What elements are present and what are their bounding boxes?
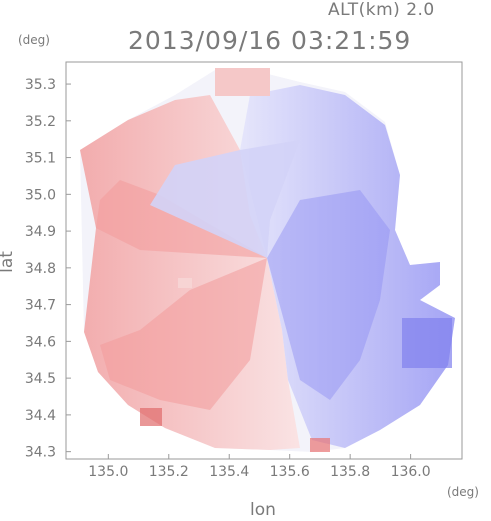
y-tick-label: 35.3 xyxy=(25,77,56,93)
x-tick-label: 135.0 xyxy=(88,464,128,480)
velocity-field xyxy=(80,68,455,452)
echo-patch xyxy=(215,68,270,96)
echo-patch xyxy=(402,318,452,368)
y-tick-label: 34.7 xyxy=(25,298,56,314)
x-tick-label: 136.0 xyxy=(391,464,431,480)
echo-patch xyxy=(310,438,330,452)
x-axis-label: lon xyxy=(250,500,276,520)
echo-patch xyxy=(140,408,162,426)
y-tick-label: 34.9 xyxy=(25,224,56,240)
y-tick-group: 35.3 35.2 35.1 35.0 34.9 34.8 34.7 34.6 34.5 34.4… xyxy=(25,77,71,461)
y-tick-label: 34.5 xyxy=(25,371,56,387)
y-tick-label: 35.1 xyxy=(25,151,56,167)
timestamp-title: 2013/09/16 03:21:59 xyxy=(128,26,412,55)
y-tick-label: 34.3 xyxy=(25,445,56,461)
echo-patch xyxy=(178,278,192,288)
approaching-core xyxy=(267,190,390,400)
x-tick-label: 135.2 xyxy=(149,464,189,480)
altitude-label: ALT(km) 2.0 xyxy=(328,0,435,20)
y-axis-unit: (deg) xyxy=(18,33,50,47)
x-tick-group: 135.0 135.2 135.4 135.6 135.8 136.0 xyxy=(88,454,431,480)
x-tick-label: 135.6 xyxy=(270,464,310,480)
x-tick-label: 135.8 xyxy=(330,464,370,480)
y-tick-label: 34.4 xyxy=(25,408,56,424)
y-tick-label: 35.2 xyxy=(25,114,56,130)
plot-frame xyxy=(65,61,463,460)
x-tick-label: 135.4 xyxy=(209,464,249,480)
y-tick-label: 35.0 xyxy=(25,187,56,203)
y-tick-label: 34.6 xyxy=(25,334,56,350)
x-axis-unit: (deg) xyxy=(447,485,479,499)
y-tick-label: 34.8 xyxy=(25,261,56,277)
approaching-region xyxy=(240,85,455,448)
approaching-north-band xyxy=(150,140,300,258)
